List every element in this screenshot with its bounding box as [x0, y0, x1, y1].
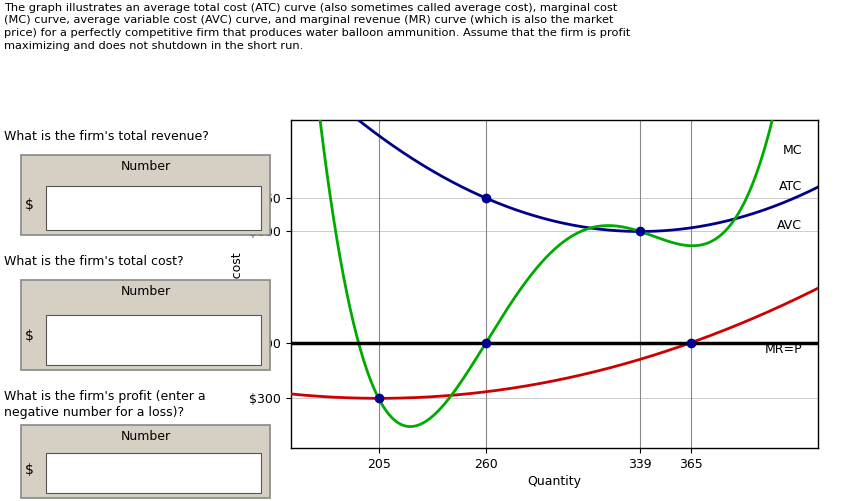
X-axis label: Quantity: Quantity — [527, 475, 582, 488]
Y-axis label: Price, cost: Price, cost — [231, 252, 244, 317]
Text: $: $ — [25, 329, 35, 343]
Text: AVC: AVC — [777, 219, 802, 232]
Text: $: $ — [25, 197, 35, 211]
Text: Number: Number — [121, 160, 170, 173]
Text: $: $ — [25, 463, 35, 477]
Text: What is the firm's total cost?: What is the firm's total cost? — [4, 255, 184, 268]
Text: Number: Number — [121, 285, 170, 298]
Text: What is the firm's total revenue?: What is the firm's total revenue? — [4, 130, 209, 143]
Text: Number: Number — [121, 430, 170, 443]
Text: What is the firm's profit (enter a
negative number for a loss)?: What is the firm's profit (enter a negat… — [4, 390, 206, 419]
Text: MC: MC — [782, 144, 802, 157]
Text: MR=P: MR=P — [765, 343, 802, 356]
Text: The graph illustrates an average total cost (ATC) curve (also sometimes called a: The graph illustrates an average total c… — [4, 3, 631, 51]
Text: ATC: ATC — [779, 180, 802, 193]
